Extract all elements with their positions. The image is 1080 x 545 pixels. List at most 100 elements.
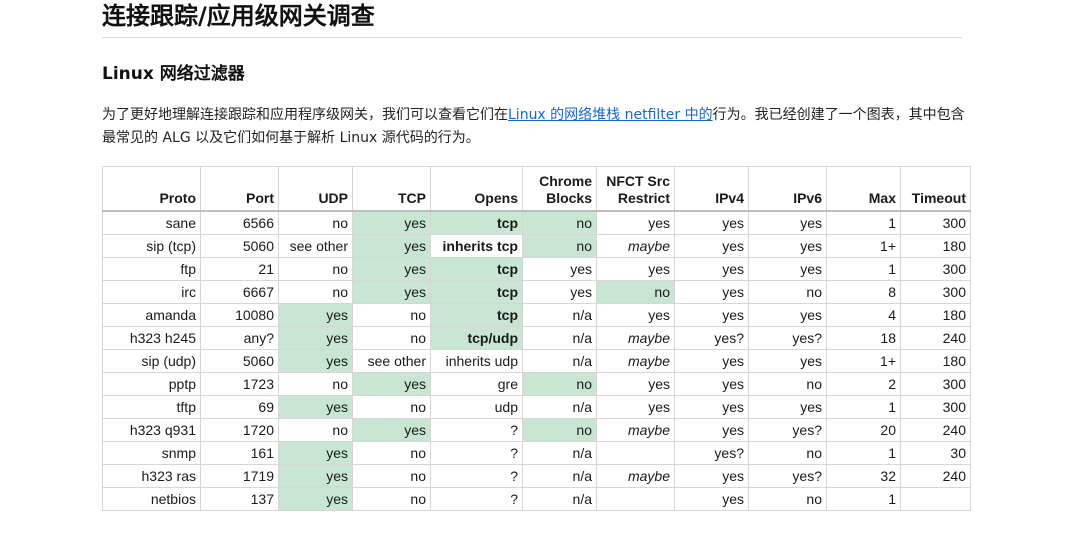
table-cell: no bbox=[278, 257, 353, 281]
table-cell: see other bbox=[278, 234, 353, 258]
table-cell: maybe bbox=[596, 464, 675, 488]
table-cell: no bbox=[522, 418, 597, 442]
table-cell: any? bbox=[200, 326, 279, 350]
table-cell: n/a bbox=[522, 326, 597, 350]
table-cell: udp bbox=[430, 395, 523, 419]
column-header: Max bbox=[826, 166, 901, 212]
table-cell: 161 bbox=[200, 441, 279, 465]
table-cell: ? bbox=[430, 441, 523, 465]
table-cell: yes bbox=[278, 303, 353, 327]
table-cell: yes? bbox=[748, 326, 827, 350]
table-cell: n/a bbox=[522, 395, 597, 419]
table-cell: amanda bbox=[102, 303, 201, 327]
table-row: ftp 21 no yes tcp yes yes yes yes 1 300 bbox=[102, 257, 971, 281]
table-cell: 30 bbox=[900, 441, 971, 465]
table-row: sane 6566 no yes tcp no yes yes yes 1 300 bbox=[102, 210, 971, 235]
table-cell: h323 h245 bbox=[102, 326, 201, 350]
table-cell: h323 ras bbox=[102, 464, 201, 488]
table-cell: 1 bbox=[826, 441, 901, 465]
table-row: snmp 161 yes no? n/a yes? no 1 30 bbox=[102, 441, 971, 465]
table-header-row: Proto Port UDP TCP Opens Chrome Blocks NFCT Src… bbox=[102, 166, 971, 212]
table-cell: tcp bbox=[430, 303, 523, 327]
table-cell: 2 bbox=[826, 372, 901, 396]
table-cell: yes bbox=[748, 395, 827, 419]
table-cell: 4 bbox=[826, 303, 901, 327]
intro-text-after-link: 行为。我已经创建了一个图表，其中包含最常见的 ALG 以及它们如何基于解析 Li… bbox=[102, 107, 965, 146]
table-cell: yes bbox=[596, 210, 675, 235]
table-cell: yes bbox=[748, 210, 827, 235]
table-cell: yes bbox=[596, 372, 675, 396]
table-cell: yes bbox=[522, 280, 597, 304]
table-cell: inherits udp bbox=[430, 349, 523, 373]
table-cell bbox=[596, 487, 675, 511]
table-cell: no bbox=[278, 210, 353, 235]
table-cell: snmp bbox=[102, 441, 201, 465]
table-row: h323 h245 any? yes no tcp/udp n/a maybe yes? yes… bbox=[102, 326, 971, 350]
table-row: pptp 1723 no yes gre no yes yes no 2 300 bbox=[102, 372, 971, 396]
table-cell: see other bbox=[352, 349, 431, 373]
table-cell: 300 bbox=[900, 257, 971, 281]
table-cell: no bbox=[596, 280, 675, 304]
table-cell: 240 bbox=[900, 464, 971, 488]
table-cell: yes bbox=[278, 464, 353, 488]
table-cell: no bbox=[522, 372, 597, 396]
table-cell: maybe bbox=[596, 326, 675, 350]
table-cell: sip (udp) bbox=[102, 349, 201, 373]
table-cell: yes bbox=[674, 257, 749, 281]
table-cell: 5060 bbox=[200, 349, 279, 373]
table-cell: no bbox=[748, 487, 827, 511]
table-cell: yes bbox=[674, 464, 749, 488]
table-cell: pptp bbox=[102, 372, 201, 396]
table-cell: 21 bbox=[200, 257, 279, 281]
column-header: UDP bbox=[278, 166, 353, 212]
table-cell: yes bbox=[596, 257, 675, 281]
table-row: h323 q931 1720 no yes? no maybe yes yes? 20 240 bbox=[102, 418, 971, 442]
table-cell: 1720 bbox=[200, 418, 279, 442]
intro-text-before-link: 为了更好地理解连接跟踪和应用程序级网关，我们可以查看它们在 bbox=[102, 107, 508, 123]
table-cell: 300 bbox=[900, 395, 971, 419]
table-cell: no bbox=[278, 418, 353, 442]
table-cell: sane bbox=[102, 210, 201, 235]
column-header: IPv6 bbox=[748, 166, 827, 212]
table-cell: 8 bbox=[826, 280, 901, 304]
alg-table: Proto Port UDP TCP Opens Chrome Blocks NFCT Src… bbox=[102, 166, 971, 511]
table-cell: tftp bbox=[102, 395, 201, 419]
table-cell: yes bbox=[278, 441, 353, 465]
table-cell: yes bbox=[352, 210, 431, 235]
table-cell: tcp/udp bbox=[430, 326, 523, 350]
table-cell: sip (tcp) bbox=[102, 234, 201, 258]
table-cell: yes bbox=[748, 349, 827, 373]
table-cell: 1+ bbox=[826, 234, 901, 258]
column-header: IPv4 bbox=[674, 166, 749, 212]
table-cell: n/a bbox=[522, 487, 597, 511]
page-title: 连接跟踪/应用级网关调查 bbox=[102, 0, 962, 38]
table-cell: 1+ bbox=[826, 349, 901, 373]
table-cell: netbios bbox=[102, 487, 201, 511]
table-cell: irc bbox=[102, 280, 201, 304]
table-cell: yes bbox=[674, 395, 749, 419]
table-row: amanda 10080 yes no tcp n/a yes yes yes 4 180 bbox=[102, 303, 971, 327]
table-cell: yes bbox=[674, 303, 749, 327]
table-body: sane 6566 no yes tcp no yes yes yes 1 300 sip (tcp)… bbox=[102, 210, 971, 511]
table-cell: n/a bbox=[522, 303, 597, 327]
table-cell: tcp bbox=[430, 210, 523, 235]
table-row: irc 6667 no yes tcp yes no yes no 8 300 bbox=[102, 280, 971, 304]
table-cell: 240 bbox=[900, 418, 971, 442]
column-header: Port bbox=[200, 166, 279, 212]
table-cell: 1 bbox=[826, 395, 901, 419]
table-cell: no bbox=[748, 280, 827, 304]
table-cell: ? bbox=[430, 418, 523, 442]
table-cell: 180 bbox=[900, 234, 971, 258]
table-cell: maybe bbox=[596, 349, 675, 373]
table-cell: 5060 bbox=[200, 234, 279, 258]
table-cell: 1719 bbox=[200, 464, 279, 488]
table-cell: 6667 bbox=[200, 280, 279, 304]
table-cell: yes? bbox=[674, 441, 749, 465]
table-cell: 1723 bbox=[200, 372, 279, 396]
table-cell: yes bbox=[352, 234, 431, 258]
table-cell: no bbox=[278, 372, 353, 396]
column-header: NFCT Src Restrict bbox=[596, 166, 675, 212]
netfilter-link[interactable]: Linux 的网络堆栈 netfilter 中的 bbox=[508, 107, 713, 123]
table-cell: 180 bbox=[900, 349, 971, 373]
table-cell: yes bbox=[748, 257, 827, 281]
